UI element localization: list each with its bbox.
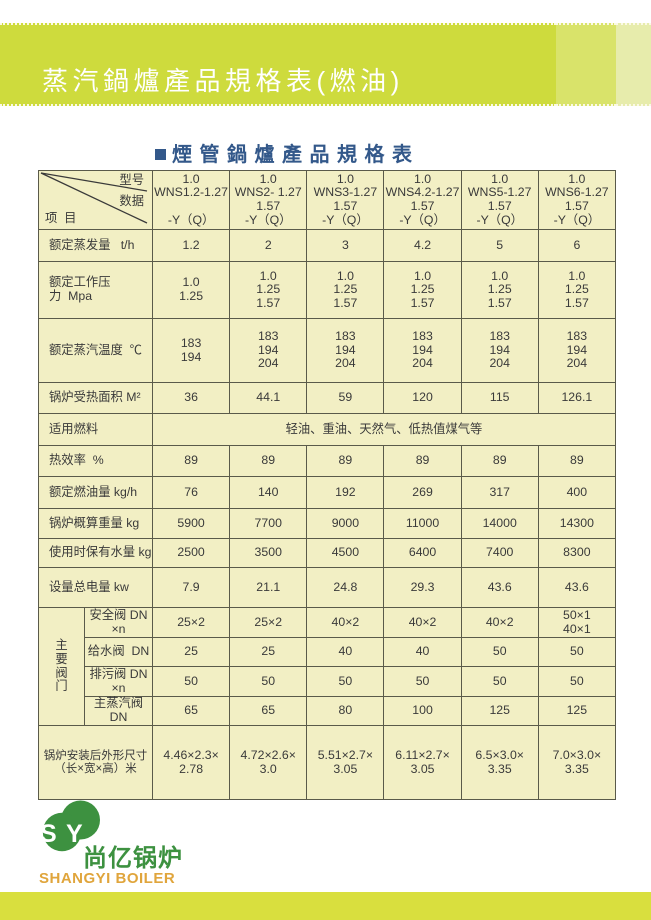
svg-text:Y: Y <box>66 820 83 848</box>
svg-text:S: S <box>40 820 57 848</box>
